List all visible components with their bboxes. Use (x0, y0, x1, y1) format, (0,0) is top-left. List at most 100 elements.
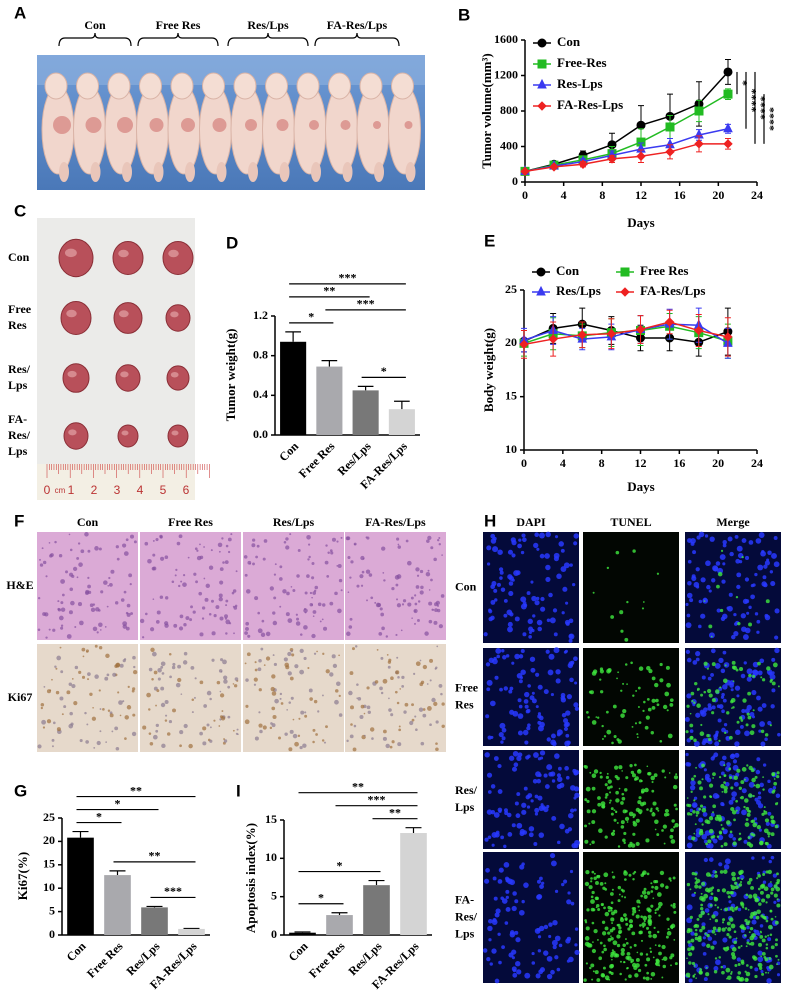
cell (213, 614, 217, 618)
cell (201, 617, 205, 620)
column-label: Con (77, 515, 99, 529)
nucleus (493, 896, 498, 901)
nucleus (767, 882, 773, 888)
tunel-signal (695, 977, 697, 980)
nucleus (493, 812, 500, 818)
nucleus (689, 729, 694, 733)
marker (577, 330, 587, 340)
cell (429, 679, 432, 682)
cell (303, 625, 308, 630)
cell (349, 617, 353, 621)
row-label: Con (455, 579, 477, 593)
tunel-signal (693, 964, 696, 967)
cell (415, 728, 418, 732)
cell (44, 612, 49, 617)
nucleus (509, 686, 514, 691)
nucleus (574, 943, 578, 947)
nucleus (550, 860, 557, 867)
nucleus (727, 605, 733, 612)
cell (60, 624, 64, 627)
nucleus (687, 559, 692, 564)
x-tick-label: 4 (561, 188, 567, 202)
nucleus (565, 621, 570, 626)
cell (69, 548, 73, 552)
cell (216, 680, 221, 685)
tunel-signal (671, 819, 675, 823)
nucleus (704, 908, 710, 913)
cell (413, 608, 418, 614)
nucleus (514, 616, 520, 622)
tunel-signal (645, 953, 649, 956)
nucleus (757, 950, 763, 956)
cell (257, 611, 260, 615)
cell (265, 631, 271, 637)
marker (723, 122, 733, 133)
nucleus (734, 752, 740, 758)
tunel-signal (769, 724, 772, 727)
tunel-signal (738, 883, 743, 887)
error-bar (368, 879, 385, 886)
tumor-highlight (66, 309, 77, 318)
cell (227, 685, 231, 689)
tunel-signal (632, 816, 635, 819)
tunel-signal (695, 814, 698, 817)
cell (329, 672, 334, 677)
y-tick-label: 20 (505, 335, 517, 349)
nucleus (569, 563, 573, 567)
tunel-signal (729, 917, 734, 922)
nucleus (732, 764, 739, 771)
tunel-signal (696, 703, 701, 708)
cell (340, 536, 343, 539)
nucleus (531, 961, 536, 965)
nucleus (763, 564, 768, 569)
nucleus (499, 570, 504, 575)
tunel-signal (756, 909, 761, 914)
bar (352, 390, 379, 435)
tunel-signal (584, 881, 590, 887)
tunel-signal (612, 829, 616, 833)
nucleus (545, 576, 551, 582)
tunel-signal (617, 899, 621, 903)
tunel-signal (621, 792, 625, 796)
tunel-signal (765, 901, 768, 904)
nucleus (492, 546, 499, 553)
tunel-signal (766, 666, 771, 671)
nucleus (527, 754, 531, 759)
cell (319, 620, 322, 623)
nucleus (486, 809, 493, 815)
cell (414, 602, 418, 606)
tunel-signal (597, 802, 602, 807)
x-tick-label: 16 (673, 456, 685, 470)
tunel-signal (641, 607, 645, 610)
cell (283, 657, 288, 662)
tunel-signal (589, 771, 592, 774)
tunel-signal (714, 904, 717, 907)
tunel-signal (724, 907, 729, 912)
cell (273, 596, 277, 600)
cell (279, 692, 283, 696)
cell (145, 612, 148, 616)
nucleus (497, 763, 502, 769)
tunel-signal (660, 883, 665, 888)
nucleus (531, 691, 535, 695)
tunel-signal (618, 893, 621, 896)
series-line (523, 323, 729, 344)
tunel-signal (694, 877, 698, 880)
tunel-signal (774, 942, 778, 947)
cell (288, 747, 293, 752)
nucleus (548, 592, 553, 598)
tunel-signal (620, 947, 625, 953)
cell (414, 622, 416, 625)
cell (223, 675, 228, 680)
nucleus (550, 692, 554, 697)
nucleus (700, 710, 707, 717)
cell (419, 569, 424, 574)
nucleus (730, 688, 734, 692)
nucleus (508, 581, 514, 586)
x-tick-label: 24 (751, 456, 763, 470)
tunel-signal (595, 881, 599, 885)
cell (108, 582, 113, 587)
nucleus (518, 909, 525, 916)
tunel-signal (686, 882, 691, 887)
tunel-signal (737, 971, 742, 975)
